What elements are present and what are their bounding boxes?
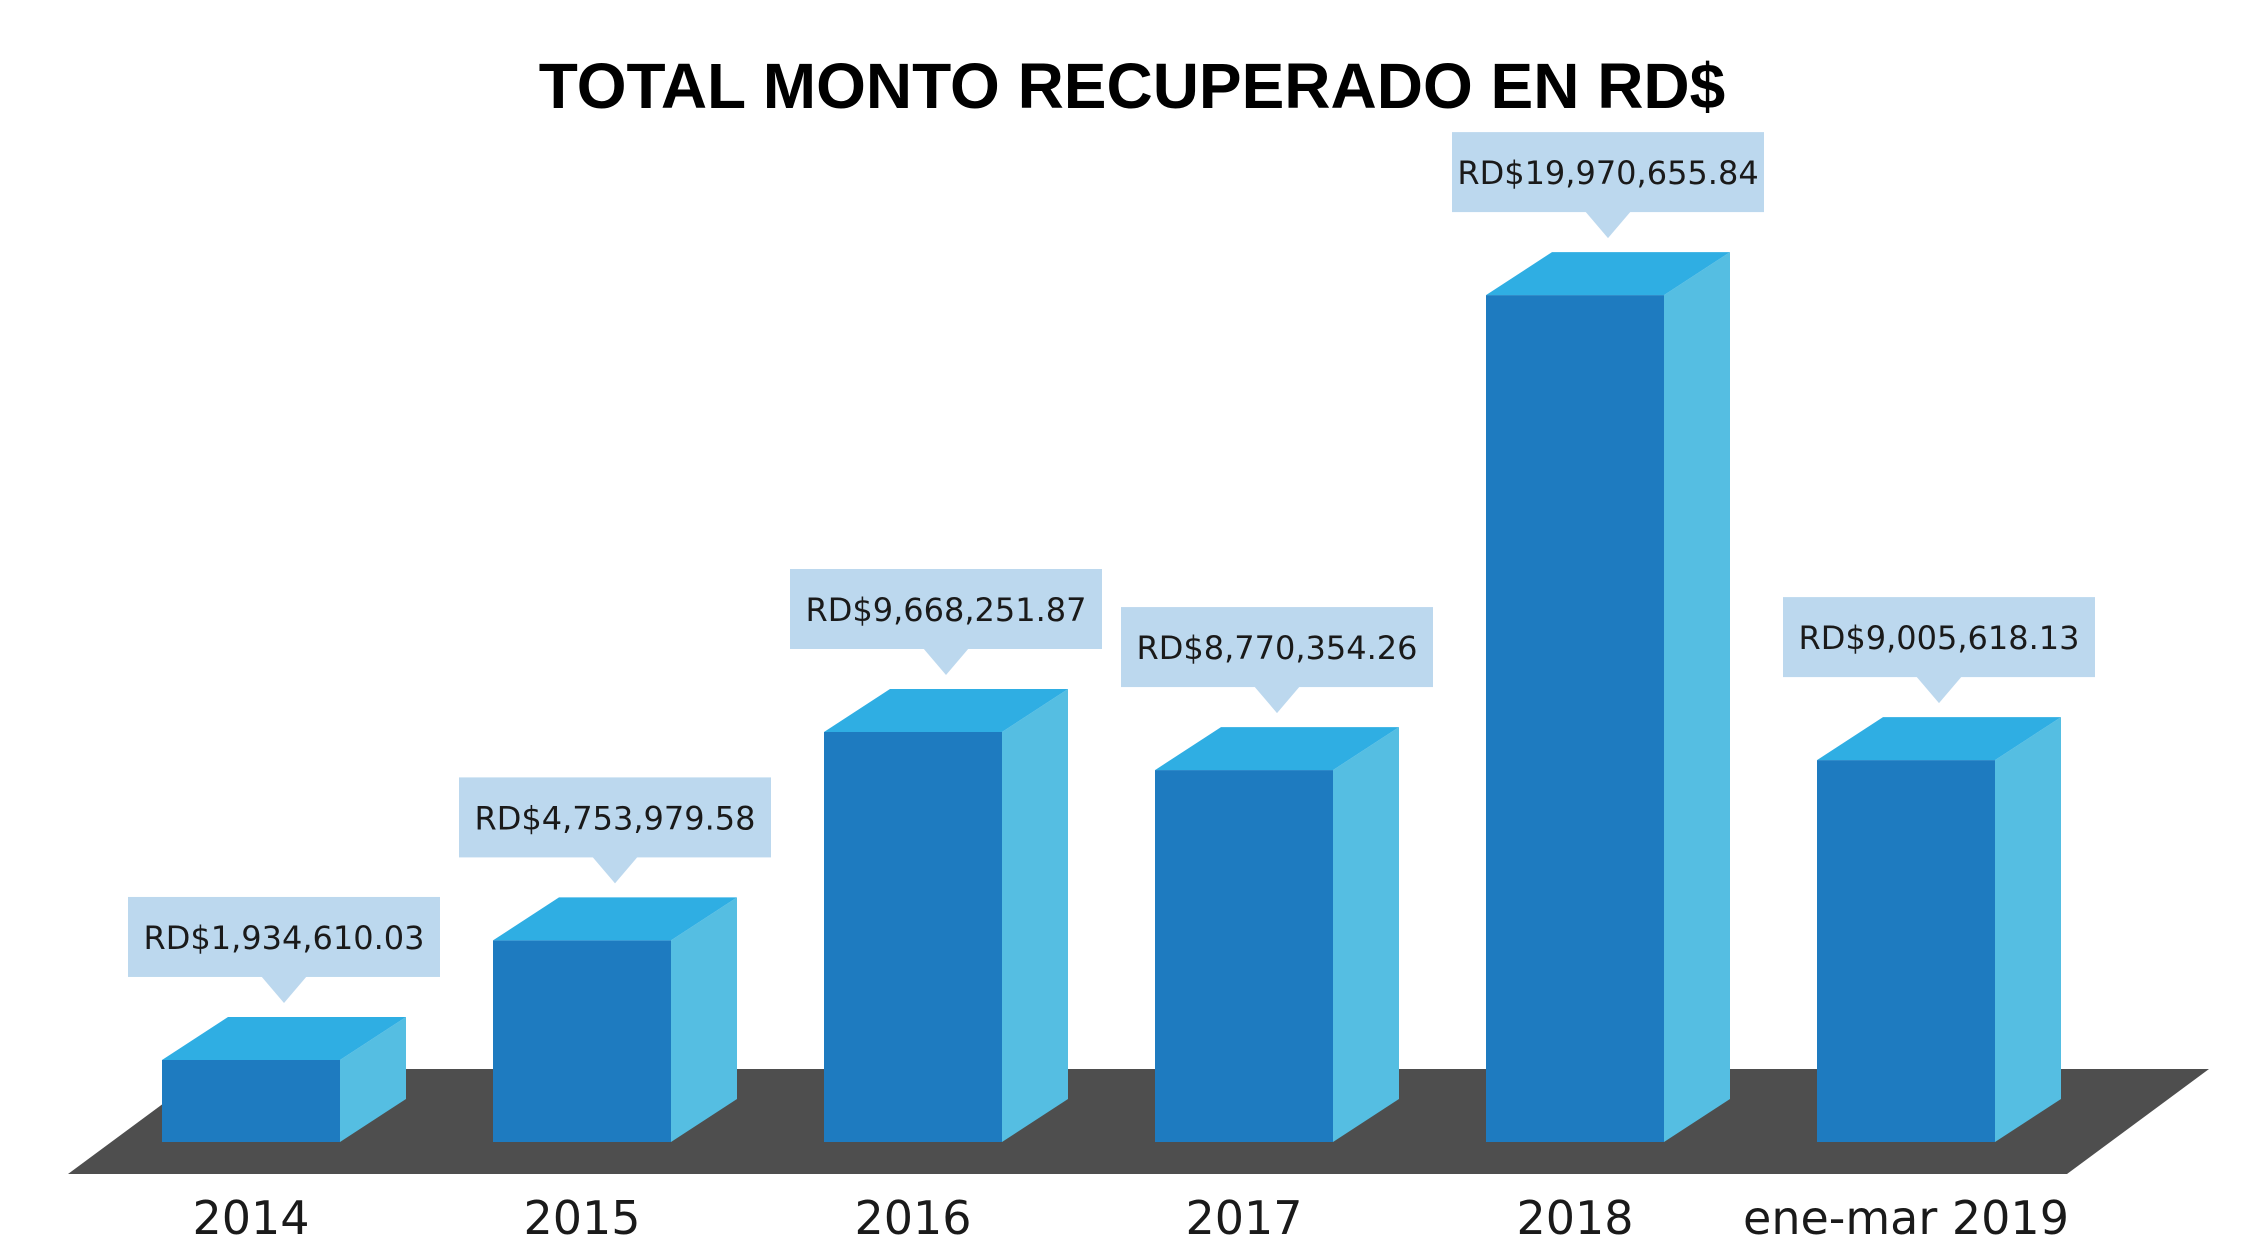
bar-side-face — [1664, 252, 1730, 1143]
bar-front-face — [1486, 295, 1664, 1142]
bar-2016 — [824, 689, 1068, 1142]
bar-top-face — [1486, 252, 1730, 296]
x-tick-label: ene-mar 2019 — [1743, 1191, 2069, 1245]
data-label-pointer — [1585, 211, 1631, 239]
chart-title: TOTAL MONTO RECUPERADO EN RD$ — [539, 50, 1725, 122]
x-axis-ticks-layer: 2014 2015 2016 2017 2018 ene-mar 2019 — [192, 1191, 2069, 1245]
data-label-text: RD$9,005,618.13 — [1799, 619, 2080, 657]
bar-front-face — [1155, 770, 1333, 1142]
data-label-text: RD$8,770,354.26 — [1137, 629, 1418, 667]
data-label-box — [790, 569, 1102, 649]
bar-2015 — [493, 897, 737, 1142]
bar-top-face — [162, 1016, 406, 1060]
data-label-text: RD$4,753,979.58 — [475, 799, 756, 837]
data-label-ene-mar 2019: RD$9,005,618.13 — [1783, 597, 2095, 704]
data-label-text: RD$1,934,610.03 — [144, 919, 425, 957]
x-tick-label: 2017 — [1185, 1191, 1302, 1245]
bar-side-face — [1333, 727, 1399, 1142]
data-label-box — [1121, 607, 1433, 688]
bar-side-face — [1995, 717, 2061, 1142]
data-labels-layer: RD$1,934,610.03 RD$4,753,979.58 RD$9,668,2… — [128, 132, 2095, 1003]
bar-top-face — [493, 897, 737, 941]
data-label-2016: RD$9,668,251.87 — [790, 569, 1102, 675]
data-label-box — [459, 777, 771, 858]
data-label-2018: RD$19,970,655.84 — [1452, 132, 1764, 239]
data-label-text: RD$9,668,251.87 — [806, 591, 1087, 629]
bar-top-face — [1817, 717, 2061, 761]
data-label-2015: RD$4,753,979.58 — [459, 777, 771, 884]
bar-2018 — [1486, 252, 1730, 1143]
bar-2014 — [162, 1016, 406, 1142]
data-label-pointer — [1916, 676, 1962, 704]
bar-front-face — [162, 1059, 340, 1142]
bar-side-face — [1002, 689, 1068, 1142]
data-label-text: RD$19,970,655.84 — [1457, 154, 1758, 192]
data-label-pointer — [261, 975, 307, 1003]
bar-front-face — [493, 940, 671, 1142]
x-tick-label: 2018 — [1516, 1191, 1633, 1245]
data-label-pointer — [592, 856, 638, 884]
bar-2017 — [1155, 727, 1399, 1142]
bar-top-face — [824, 689, 1068, 732]
bar-front-face — [824, 732, 1002, 1142]
data-label-2014: RD$1,934,610.03 — [128, 896, 440, 1003]
data-label-pointer — [923, 648, 969, 675]
x-tick-label: 2014 — [192, 1191, 309, 1245]
data-label-pointer — [1254, 686, 1300, 714]
data-label-box — [1783, 597, 2095, 678]
bar-ene-mar 2019 — [1817, 717, 2061, 1142]
bars-layer — [162, 252, 2061, 1143]
data-label-2017: RD$8,770,354.26 — [1121, 607, 1433, 714]
bar-side-face — [671, 897, 737, 1142]
bar-side-face — [340, 1016, 406, 1142]
bar-front-face — [1817, 760, 1995, 1142]
bar-top-face — [1155, 727, 1399, 771]
data-label-box — [1452, 132, 1764, 213]
x-tick-label: 2016 — [854, 1191, 971, 1245]
data-label-box — [128, 896, 440, 977]
x-tick-label: 2015 — [523, 1191, 640, 1245]
